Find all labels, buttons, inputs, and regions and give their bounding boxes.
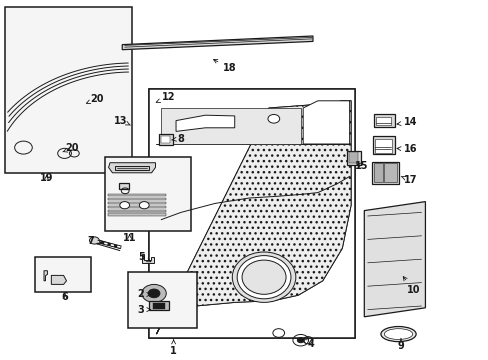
Text: 8: 8 [172,134,184,144]
Text: 19: 19 [40,173,53,183]
Bar [159,134,172,145]
Bar [384,163,396,182]
Text: 17: 17 [400,175,417,185]
Polygon shape [122,36,312,50]
Text: 13: 13 [114,116,130,126]
Bar [149,301,168,310]
Ellipse shape [384,329,412,339]
Bar [105,157,190,231]
Polygon shape [142,254,154,263]
Polygon shape [156,101,350,334]
Text: 12: 12 [156,92,175,103]
Bar [107,210,166,212]
Bar [149,89,354,338]
Bar [149,89,354,338]
Bar [346,151,360,165]
Polygon shape [115,166,149,170]
Text: 3: 3 [137,305,150,315]
Text: 6: 6 [61,292,68,302]
Bar [107,198,166,200]
Ellipse shape [237,256,290,299]
Bar [348,152,358,163]
Text: 4: 4 [303,339,313,349]
Bar [128,272,196,328]
Text: 10: 10 [403,276,419,295]
Polygon shape [44,271,47,281]
Bar [107,194,166,196]
Polygon shape [108,163,155,173]
Text: 20: 20 [62,143,79,153]
Circle shape [142,284,166,302]
Bar [107,213,166,216]
Text: 18: 18 [213,59,236,73]
Polygon shape [156,101,350,334]
Polygon shape [161,108,300,144]
Text: 16: 16 [396,144,417,154]
Bar [373,114,394,127]
Ellipse shape [232,252,295,302]
Text: 11: 11 [122,233,136,243]
Bar [152,303,165,309]
Bar [35,257,91,292]
Bar [375,117,390,125]
Text: 20: 20 [86,94,103,104]
Text: 7: 7 [87,236,101,246]
Text: 2: 2 [137,289,150,300]
Bar [373,163,383,182]
Bar [371,162,398,184]
Circle shape [267,114,279,123]
Ellipse shape [380,327,415,342]
Circle shape [120,202,129,209]
Text: 15: 15 [354,161,368,171]
Polygon shape [303,101,349,144]
Circle shape [139,202,149,209]
Bar [161,136,170,143]
Bar [107,202,166,204]
Polygon shape [364,202,425,317]
Bar [372,136,394,154]
Text: 1: 1 [170,340,177,356]
Circle shape [89,237,99,244]
Bar [5,7,132,173]
Ellipse shape [242,260,285,294]
Bar [107,206,166,208]
Text: 9: 9 [397,338,404,351]
Polygon shape [51,275,66,284]
Polygon shape [176,115,234,131]
Text: 5: 5 [138,252,150,262]
Circle shape [148,289,160,298]
Text: 14: 14 [396,117,417,127]
Bar [119,183,129,189]
Bar [374,139,391,153]
Circle shape [297,338,304,343]
